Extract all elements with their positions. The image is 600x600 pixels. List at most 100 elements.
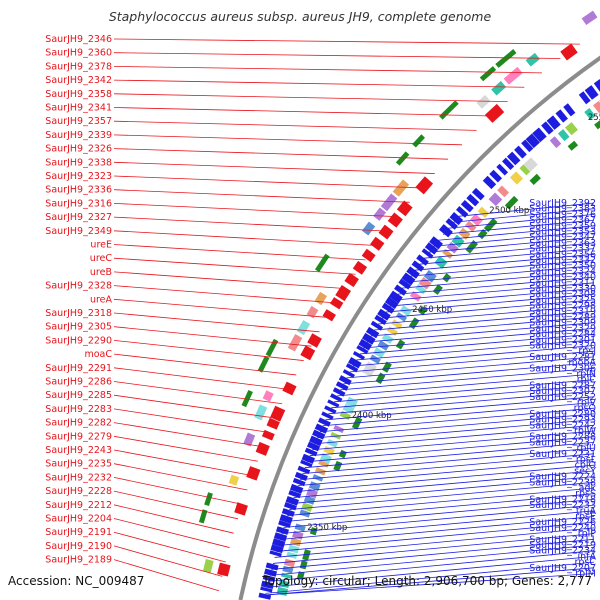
feature-block	[381, 333, 394, 344]
gene-label: SaurJH9_2324	[529, 266, 596, 277]
label-leader-line	[113, 326, 312, 347]
label-leader-line	[113, 175, 423, 189]
reverse-gene-arrow	[300, 459, 313, 468]
label-leader-line	[447, 214, 595, 229]
rna-feature-mark	[504, 195, 519, 210]
reverse-gene-arrow	[578, 91, 591, 105]
feature-block	[451, 234, 465, 248]
reverse-gene-arrow	[460, 199, 474, 213]
gene-label: SaurJH9_2211	[529, 534, 596, 545]
feature-block	[396, 312, 408, 322]
feature-block	[477, 206, 490, 218]
reverse-gene-arrow	[525, 133, 540, 149]
label-leader-line	[319, 407, 595, 433]
label-leader-line	[113, 244, 366, 261]
label-leader-line	[291, 476, 595, 504]
gene-label: SaurJH9_2309	[529, 318, 596, 329]
forward-gene-arrow	[234, 502, 248, 516]
gene-label: rplU	[576, 443, 596, 454]
forward-gene-arrow	[370, 236, 385, 251]
label-leader-line	[113, 52, 561, 59]
reverse-gene-arrow	[281, 508, 295, 517]
feature-block	[377, 340, 390, 351]
gene-label: SaurJH9_2301	[529, 335, 596, 346]
label-leader-line	[289, 481, 595, 510]
reverse-gene-arrow	[304, 447, 318, 457]
gene-label: SaurJH9_2378	[45, 61, 112, 72]
gene-label: SaurJH9_2240	[529, 523, 596, 534]
label-leader-line	[389, 288, 595, 307]
gene-label: rplV	[577, 398, 597, 409]
feature-block	[392, 179, 410, 197]
gene-label: SaurJH9_2191	[45, 527, 112, 538]
rna-feature-mark	[265, 338, 279, 357]
label-leader-line	[113, 545, 223, 577]
gene-label: SaurJH9_2190	[45, 541, 112, 552]
label-leader-line	[366, 322, 595, 343]
forward-gene-arrow	[387, 212, 403, 228]
label-leader-line	[113, 38, 580, 45]
label-leader-line	[453, 208, 595, 223]
forward-gene-arrow	[217, 562, 231, 577]
reverse-gene-arrow	[297, 465, 311, 475]
gene-label: SaurJH9_2346	[45, 34, 112, 45]
label-leader-line	[113, 531, 226, 563]
feature-block	[557, 129, 570, 142]
label-leader-line	[312, 424, 595, 451]
gene-label: SaurJH9_2218	[529, 494, 596, 505]
genome-title: Staphylococcus aureus subsp. aureus JH9,…	[108, 9, 492, 24]
forward-gene-arrow	[322, 309, 336, 322]
label-leader-line	[401, 271, 595, 289]
gene-label: rplW	[574, 426, 597, 437]
rna-feature-mark	[408, 317, 420, 330]
rna-feature-mark	[395, 151, 410, 166]
label-leader-line	[359, 333, 595, 355]
label-leader-line	[353, 345, 595, 367]
label-leader-line	[458, 202, 595, 217]
feature-block	[503, 66, 523, 85]
gene-label: SaurJH9_2307	[529, 386, 596, 397]
reverse-gene-arrow	[262, 574, 276, 582]
gene-label: SaurJH9_2339	[45, 130, 112, 141]
label-leader-line	[113, 107, 492, 117]
label-leader-line	[113, 367, 290, 390]
gene-label: SaurJH9_2338	[45, 157, 112, 168]
gene-label: rpsJ	[578, 346, 596, 357]
reverse-gene-arrow	[401, 272, 416, 286]
label-leader-line	[410, 259, 595, 277]
feature-block	[228, 474, 240, 486]
forward-gene-arrow	[484, 103, 505, 123]
label-leader-line	[113, 203, 399, 218]
rna-feature-mark	[198, 509, 208, 524]
reverse-gene-arrow	[563, 103, 576, 117]
label-leader-line	[113, 312, 320, 333]
label-leader-line	[307, 436, 595, 463]
gene-label: moaC	[84, 349, 112, 360]
label-leader-line	[113, 477, 243, 505]
gene-label: SaurJH9_2340	[529, 272, 596, 283]
label-leader-line	[309, 430, 595, 457]
gene-label: rplM	[575, 569, 596, 580]
label-leader-line	[293, 470, 595, 498]
gene-label: SaurJH9_2243	[45, 445, 112, 456]
gene-label: SaurJH9_2360	[45, 48, 112, 59]
forward-gene-arrow	[361, 248, 376, 263]
gene-label: infA	[577, 551, 596, 562]
gene-label: SaurJH9_2347	[529, 232, 596, 243]
feature-block	[581, 10, 598, 25]
gene-label: SaurJH9_2342	[45, 75, 112, 86]
feature-block	[523, 157, 538, 172]
accession-label: Accession: NC_009487	[8, 574, 145, 588]
feature-block	[380, 193, 398, 212]
gene-label: SaurJH9_2234	[529, 546, 596, 557]
reverse-gene-arrow	[514, 145, 527, 159]
rna-feature-mark	[567, 140, 579, 151]
gene-label: ureA	[90, 294, 113, 305]
feature-block	[369, 354, 381, 365]
gene-label: SaurJH9_2280	[529, 409, 596, 420]
feature-block	[202, 559, 214, 574]
reverse-gene-arrow	[482, 175, 497, 190]
forward-gene-arrow	[560, 43, 578, 61]
gene-label: SaurJH9_2279	[45, 431, 112, 442]
label-leader-line	[406, 265, 595, 283]
